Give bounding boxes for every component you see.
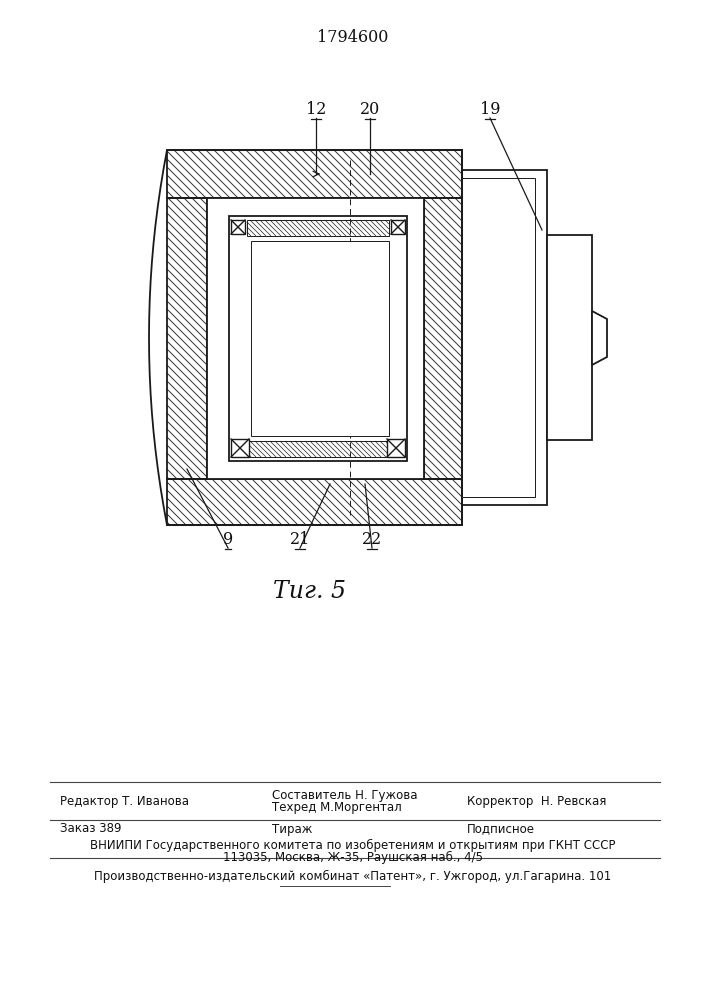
- Text: 22: 22: [362, 531, 382, 548]
- Text: 21: 21: [290, 531, 310, 548]
- Polygon shape: [387, 439, 405, 457]
- Text: ВНИИПИ Государственного комитета по изобретениям и открытиям при ГКНТ СССР: ВНИИПИ Государственного комитета по изоб…: [90, 838, 616, 852]
- Polygon shape: [462, 170, 547, 505]
- Text: 20: 20: [360, 101, 380, 118]
- Polygon shape: [462, 178, 535, 497]
- Text: Τиг. 5: Τиг. 5: [274, 580, 346, 603]
- Polygon shape: [231, 439, 249, 457]
- Text: Тираж: Тираж: [272, 822, 312, 836]
- Polygon shape: [592, 311, 607, 365]
- Text: 113035, Москва, Ж-35, Раушская наб., 4/5: 113035, Москва, Ж-35, Раушская наб., 4/5: [223, 850, 483, 864]
- Polygon shape: [251, 241, 389, 436]
- Text: 1794600: 1794600: [317, 29, 389, 46]
- Text: 9: 9: [223, 531, 233, 548]
- Text: Редактор Т. Иванова: Редактор Т. Иванова: [60, 794, 189, 808]
- Text: Составитель Н. Гужова: Составитель Н. Гужова: [272, 788, 418, 802]
- Text: 19: 19: [480, 101, 501, 118]
- Text: Техред М.Моргентал: Техред М.Моргентал: [272, 800, 402, 814]
- Polygon shape: [547, 235, 592, 440]
- Polygon shape: [229, 216, 407, 461]
- Text: Производственно-издательский комбинат «Патент», г. Ужгород, ул.Гагарина. 101: Производственно-издательский комбинат «П…: [94, 869, 612, 883]
- Polygon shape: [207, 198, 424, 479]
- Polygon shape: [391, 220, 405, 234]
- Text: Подписное: Подписное: [467, 822, 534, 836]
- Polygon shape: [231, 220, 245, 234]
- Polygon shape: [149, 150, 462, 525]
- Text: 12: 12: [306, 101, 326, 118]
- Text: Заказ 389: Заказ 389: [60, 822, 122, 836]
- Text: Корректор  Н. Ревская: Корректор Н. Ревская: [467, 794, 606, 808]
